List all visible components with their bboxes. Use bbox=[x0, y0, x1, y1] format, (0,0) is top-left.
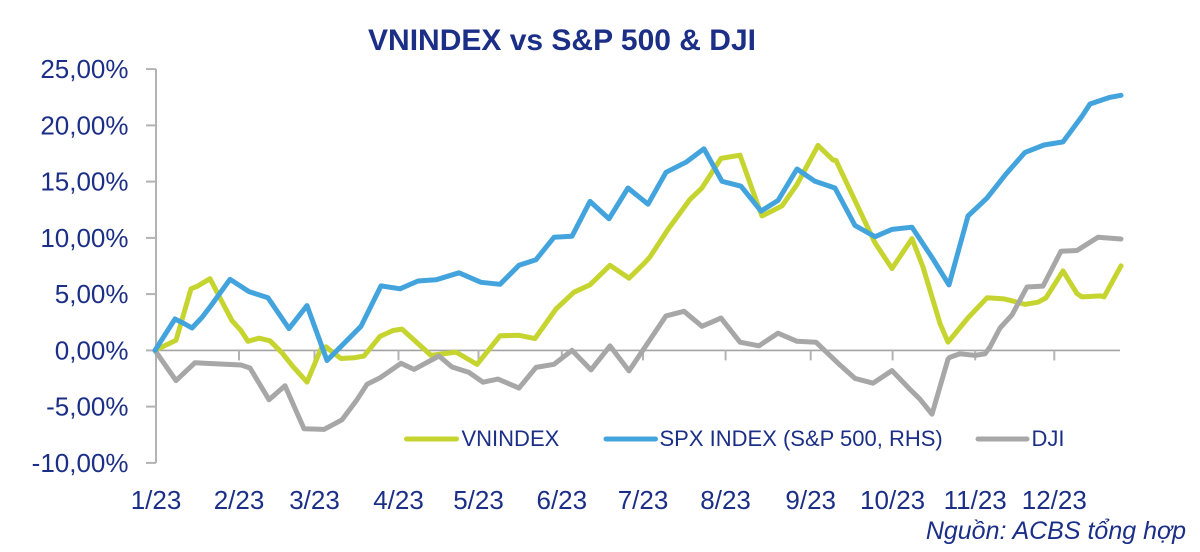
svg-text:20,00%: 20,00% bbox=[40, 110, 128, 140]
svg-text:12/23: 12/23 bbox=[1022, 485, 1087, 515]
svg-text:VNINDEX: VNINDEX bbox=[462, 426, 560, 451]
svg-text:0,00%: 0,00% bbox=[55, 335, 129, 365]
svg-text:8/23: 8/23 bbox=[700, 485, 751, 515]
svg-text:-10,00%: -10,00% bbox=[32, 448, 129, 478]
svg-text:15,00%: 15,00% bbox=[40, 167, 128, 197]
svg-text:DJI: DJI bbox=[1032, 426, 1065, 451]
svg-text:7/23: 7/23 bbox=[618, 485, 669, 515]
svg-text:-5,00%: -5,00% bbox=[46, 392, 128, 422]
svg-text:9/23: 9/23 bbox=[785, 485, 836, 515]
svg-text:1/23: 1/23 bbox=[131, 485, 182, 515]
svg-text:4/23: 4/23 bbox=[373, 485, 424, 515]
svg-text:10/23: 10/23 bbox=[860, 485, 925, 515]
svg-text:6/23: 6/23 bbox=[536, 485, 587, 515]
svg-text:2/23: 2/23 bbox=[214, 485, 265, 515]
svg-text:5/23: 5/23 bbox=[453, 485, 504, 515]
svg-text:Nguồn: ACBS tổng hợp: Nguồn: ACBS tổng hợp bbox=[926, 517, 1186, 545]
svg-text:11/23: 11/23 bbox=[944, 485, 1007, 515]
svg-text:10,00%: 10,00% bbox=[40, 223, 128, 253]
svg-text:25,00%: 25,00% bbox=[40, 54, 128, 84]
svg-text:5,00%: 5,00% bbox=[55, 279, 129, 309]
svg-text:VNINDEX vs S&P 500 & DJI: VNINDEX vs S&P 500 & DJI bbox=[368, 24, 756, 57]
svg-text:SPX INDEX (S&P 500, RHS): SPX INDEX (S&P 500, RHS) bbox=[660, 426, 943, 451]
svg-text:3/23: 3/23 bbox=[289, 485, 340, 515]
